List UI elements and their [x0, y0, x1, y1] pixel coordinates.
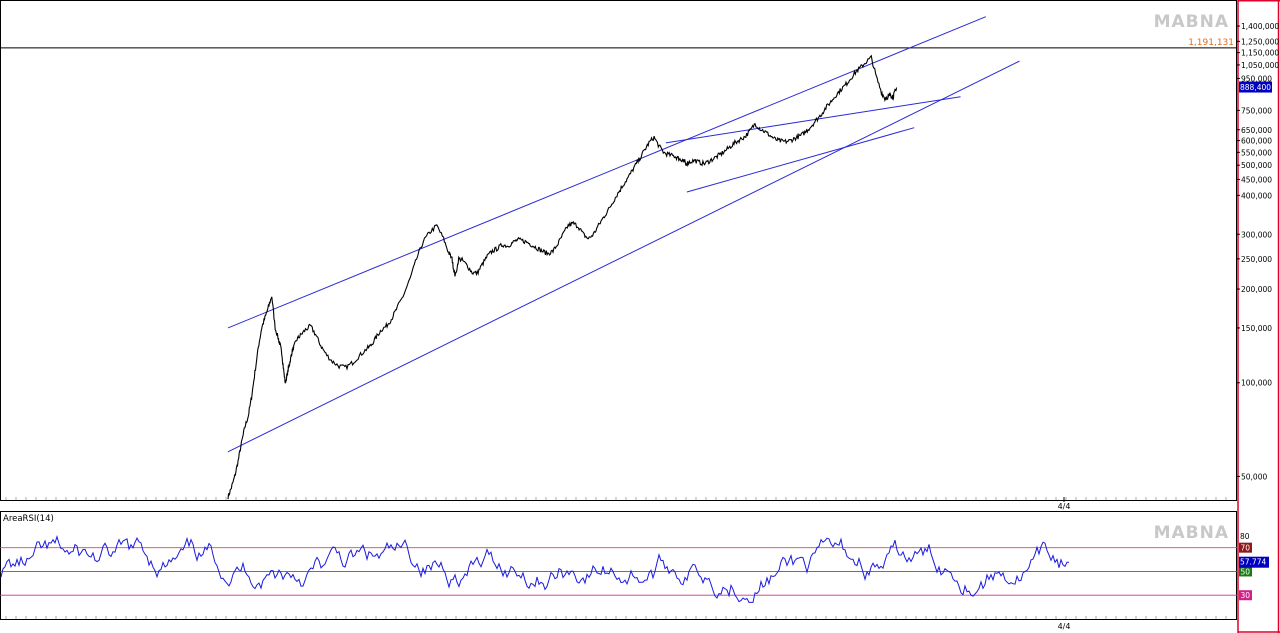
price-y-tick-label: 650,000	[1241, 126, 1272, 135]
x-tick-label-price: 4/4	[1058, 502, 1071, 511]
price-y-tick-label: 150,000	[1241, 324, 1272, 333]
x-tick-label-rsi: 4/4	[1058, 622, 1071, 631]
rsi-value-badge	[1239, 556, 1269, 568]
price-pane-frame	[0, 0, 1237, 501]
price-y-tick-label: 1,400,000	[1241, 22, 1279, 31]
price-y-tick-label: 200,000	[1241, 285, 1272, 294]
rsi-level-badge	[1239, 542, 1252, 553]
price-pane: 50,000 100,000 150,000 200,000 250,000 300,00…	[0, 16, 1279, 502]
price-y-tick-label: 450,000	[1241, 175, 1272, 184]
watermark-rsi: MABNA	[1154, 523, 1229, 543]
watermark-price: MABNA	[1154, 12, 1229, 32]
price-y-tick-label: 750,000	[1241, 106, 1272, 115]
rsi-y-tick-label: 80	[1240, 532, 1250, 541]
price-y-tick-label: 50,000	[1241, 472, 1267, 481]
price-y-tick-label: 250,000	[1241, 255, 1272, 264]
price-y-tick-label: 600,000	[1241, 137, 1272, 146]
price-y-tick-label: 1,250,000	[1241, 37, 1279, 46]
rsi-pane-frame	[0, 511, 1237, 620]
trendline	[227, 60, 1020, 453]
price-y-tick-label: 550,000	[1241, 148, 1272, 157]
price-y-tick-label: 1,150,000	[1241, 49, 1279, 58]
horizontal-line-label: 1,191,131	[1188, 38, 1234, 48]
price-series-line	[227, 54, 898, 500]
rsi-series-line	[0, 535, 1069, 603]
rsi-level-label: 30	[1241, 591, 1251, 600]
price-y-tick-label: 500,000	[1241, 161, 1272, 170]
rsi-title: AreaRSI(14)	[3, 514, 54, 524]
rsi-level-badge	[1239, 590, 1252, 601]
price-y-tick-label: 400,000	[1241, 191, 1272, 200]
rsi-level-label: 50	[1241, 567, 1251, 576]
rsi-level-badge	[1239, 566, 1252, 577]
rsi-pane: 80 70 50 30 57.774	[0, 532, 1269, 619]
trendline	[686, 127, 915, 193]
price-y-tick-label: 300,000	[1241, 230, 1272, 239]
rsi-value-label: 57.774	[1240, 558, 1266, 567]
current-price-label: 888,400	[1240, 83, 1271, 92]
current-price-badge	[1239, 81, 1272, 93]
price-y-tick-label: 950,000	[1241, 74, 1272, 83]
price-y-tick-label: 100,000	[1241, 379, 1272, 388]
trendline	[665, 96, 961, 144]
price-y-tick-label: 1,050,000	[1241, 61, 1279, 70]
rsi-level-label: 70	[1241, 544, 1251, 553]
trendline	[227, 16, 986, 329]
